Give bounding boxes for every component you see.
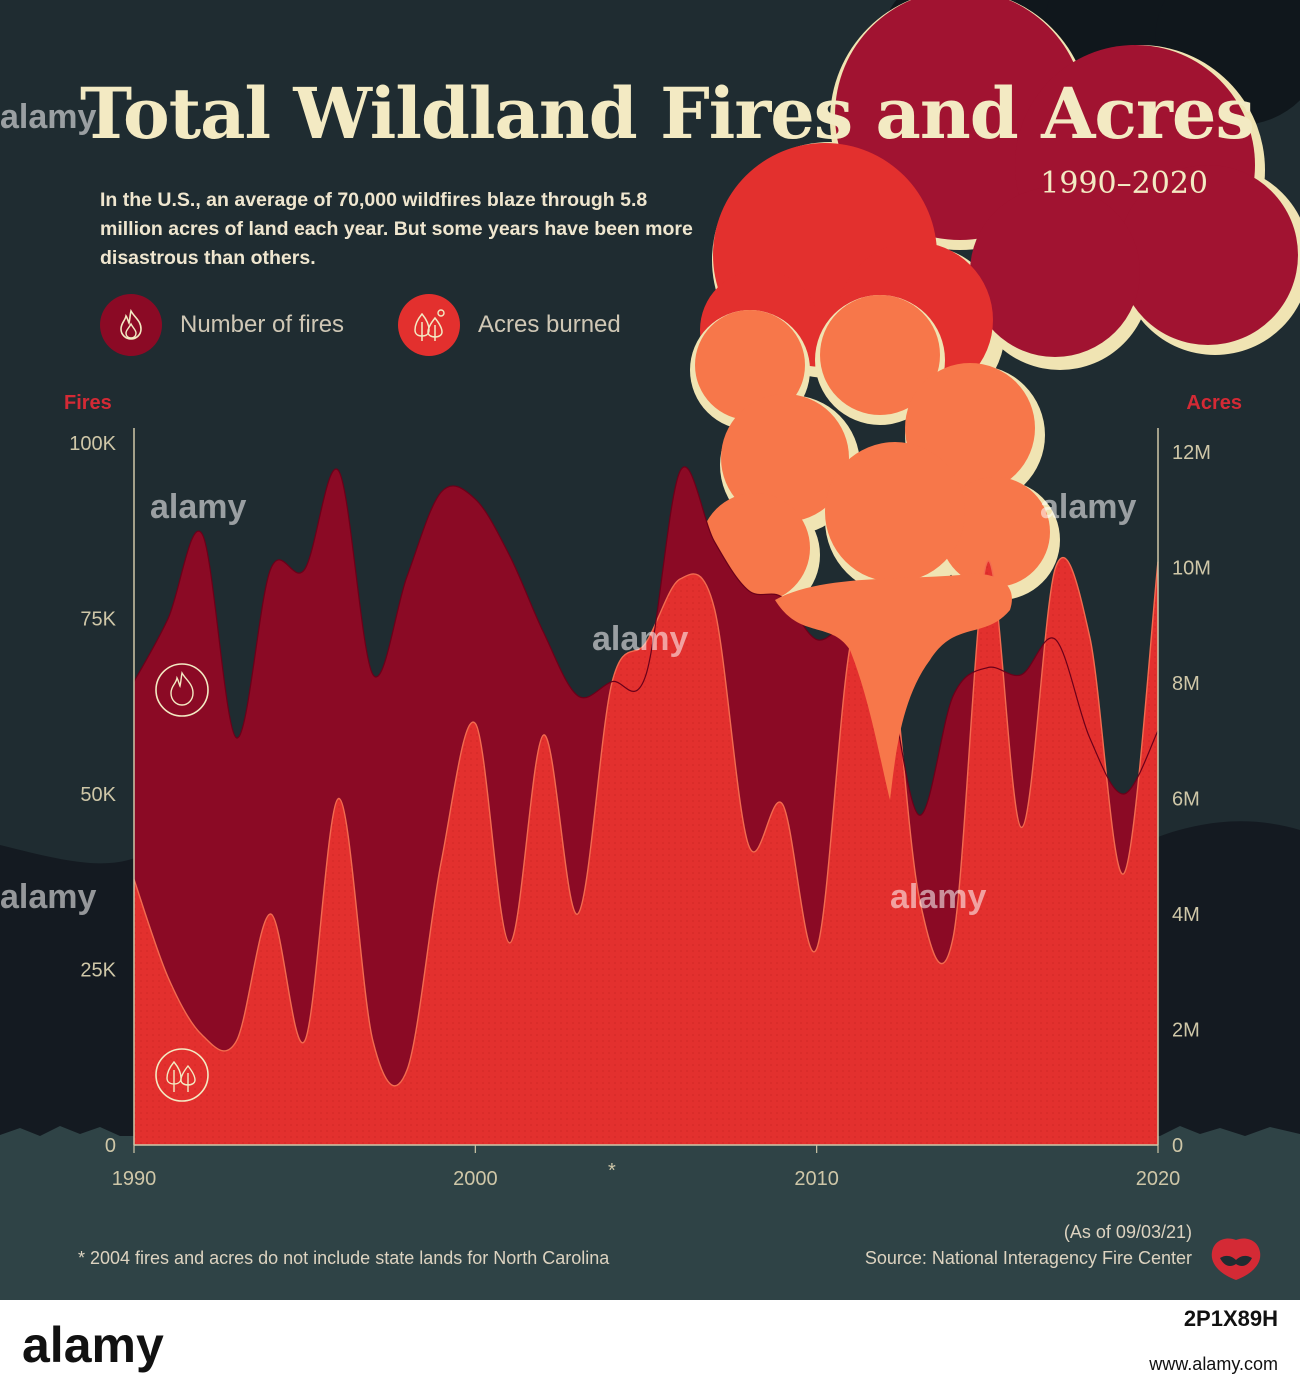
acres-line [133,557,1159,1087]
watermark-top: alamy [0,98,97,136]
intro-text: In the U.S., an average of 70,000 wildfi… [100,189,693,269]
watermark-low-left: alamy [0,878,97,916]
stock-footer-strip: alamy 2P1X89H www.alamy.com [0,1300,1300,1390]
as-of-date: (As of 09/03/21) [1063,1222,1192,1242]
chart-plot: 0 25K 50K 75K 100K 0 2M 4M 6M 8M 10M 12M 1990 2000 201… [69,428,1211,1190]
legend-fires: Number of fires [100,294,344,356]
ground [0,1126,1300,1300]
source-credit: Source: National Interagency Fire Center [864,1248,1192,1268]
smoke-front [775,573,1012,800]
flame-icon [170,671,194,706]
watermark-center: alamy [592,620,689,658]
legend-acres-swatch [398,294,460,356]
right-tick-label: 12M [1172,442,1211,464]
right-tick-label: 4M [1172,904,1200,926]
legend-fires-swatch [100,294,162,356]
legend-acres: Acres burned [398,294,621,356]
fires-series-icon [155,663,209,717]
left-tick-label: 50K [80,784,116,806]
hills-left [0,845,135,1150]
page-title: Total Wildland Fires and Acres [80,72,1255,155]
page-subtitle: 1990–2020 [1040,166,1208,201]
watermark-low-center: alamy [890,878,987,916]
right-tick-label: 8M [1172,673,1200,695]
publisher-logo-icon [1211,1238,1261,1280]
acres-series-icon [155,1048,209,1102]
right-tick-label: 2M [1172,1020,1200,1042]
fires-line [133,466,1159,816]
smoke-drip [775,573,1012,800]
right-tick-label: 0 [1172,1135,1183,1157]
x-tick-label: 2020 [1136,1168,1181,1190]
stock-site: www.alamy.com [1149,1354,1278,1374]
watermark-mid-left: alamy [150,488,247,526]
legend-fires-label: Number of fires [180,311,345,338]
x-tick-label: 1990 [112,1168,157,1190]
flame-icon [120,308,142,340]
x-annotation-asterisk: * [608,1160,616,1182]
trees-icon [414,309,445,341]
x-tick-label: 2010 [794,1168,839,1190]
chart-scene: 0 25K 50K 75K 100K 0 2M 4M 6M 8M 10M 12M 1990 2000 201… [0,0,1300,1300]
stock-image-code: 2P1X89H [1183,1306,1278,1331]
left-tick-label: 75K [80,609,116,631]
acres-area-texture [134,557,1158,1145]
left-axis-title: Fires [64,392,112,414]
right-tick-label: 6M [1172,789,1200,811]
right-axis-title: Acres [1186,392,1242,414]
stock-logo: alamy [22,1317,164,1373]
legend-acres-label: Acres burned [478,311,621,338]
trees-icon [166,1060,196,1092]
footnote: * 2004 fires and acres do not include st… [78,1248,610,1268]
hills-right [1150,821,1300,1150]
watermark-right: alamy [1040,488,1137,526]
left-tick-label: 25K [80,960,116,982]
infographic: 0 25K 50K 75K 100K 0 2M 4M 6M 8M 10M 12M 1990 2000 201… [0,0,1300,1300]
right-tick-label: 10M [1172,558,1211,580]
left-tick-label: 0 [105,1135,116,1157]
x-tick-label: 2000 [453,1168,498,1190]
left-tick-label: 100K [69,433,116,455]
